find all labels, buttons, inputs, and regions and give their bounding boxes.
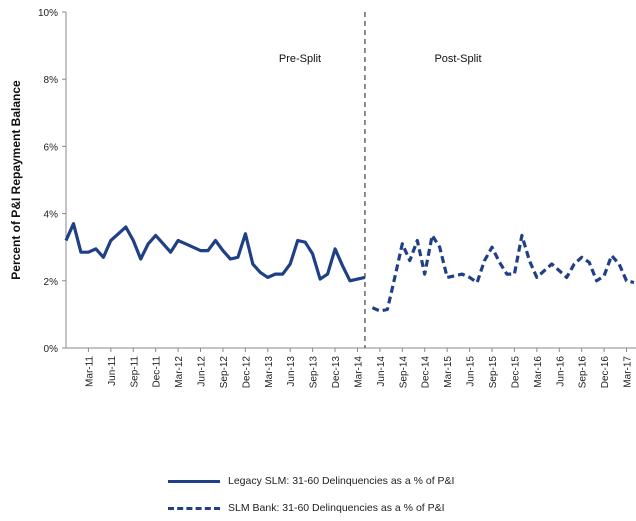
axes <box>62 11 636 352</box>
x-tick-label: Jun-15 <box>466 356 477 387</box>
x-tick-label: Sep-11 <box>129 356 140 388</box>
series-line-legacy <box>64 222 366 283</box>
x-tick-label: Dec-16 <box>600 356 611 389</box>
x-tick-label: Mar-12 <box>174 356 185 388</box>
x-tick-label: Sep-15 <box>488 356 499 389</box>
x-tick-label: Jun-13 <box>286 356 297 387</box>
legend-label-legacy: Legacy SLM: 31-60 Delinquencies as a % o… <box>228 475 455 487</box>
x-tick-label: Dec-12 <box>241 356 252 389</box>
y-tick-labels: 0% 2% 4% 6% 8% 10% <box>38 8 58 355</box>
y-tick-label: 6% <box>44 142 59 153</box>
y-tick-label: 0% <box>44 344 59 355</box>
x-tick-label: Mar-13 <box>264 356 275 388</box>
x-tick-label: Jun-12 <box>197 356 208 387</box>
x-tick-label: Mar-16 <box>533 356 544 388</box>
y-tick-label: 4% <box>44 210 59 221</box>
x-tick-label: Mar-15 <box>443 356 454 388</box>
x-tick-label: Mar-14 <box>353 356 364 388</box>
y-tick-label: 10% <box>38 8 58 19</box>
x-tick-label: Sep-12 <box>219 356 230 389</box>
series-line-bank <box>371 233 635 313</box>
x-tick-label: Dec-14 <box>421 356 432 389</box>
legend-item-bank: SLM Bank: 31-60 Delinquencies as a % of … <box>168 500 588 516</box>
y-axis-label: Percent of P&I Repayment Balance <box>9 80 23 280</box>
x-tick-label: Sep-16 <box>578 356 589 389</box>
x-tick-label: Sep-14 <box>398 356 409 389</box>
x-tick-label: Jun-14 <box>376 356 387 387</box>
x-tick-label: Mar-11 <box>84 356 95 387</box>
x-tick-label: Jun-16 <box>555 356 566 387</box>
x-tick-label: Sep-13 <box>309 356 320 389</box>
legend-label-bank: SLM Bank: 31-60 Delinquencies as a % of … <box>228 502 445 514</box>
annotation-pre-split: Pre-Split <box>279 53 321 65</box>
x-tick-label: Dec-11 <box>152 356 163 388</box>
legend-swatch-dashed <box>168 507 220 510</box>
x-tick-label: Dec-15 <box>510 356 521 389</box>
series-layer <box>64 222 635 313</box>
x-tick-label: Dec-13 <box>331 356 342 389</box>
y-tick-label: 2% <box>44 277 59 288</box>
x-tick-label: Jun-11 <box>107 356 118 386</box>
legend-swatch-solid <box>168 480 220 483</box>
y-tick-label: 8% <box>44 75 59 86</box>
legend-item-legacy: Legacy SLM: 31-60 Delinquencies as a % o… <box>168 473 588 489</box>
x-tick-label: Mar-17 <box>623 356 634 388</box>
x-tick-labels: Mar-11 Jun-11 Sep-11 Dec-11 Mar-12 Jun-12 Sep-… <box>84 356 633 389</box>
annotation-post-split: Post-Split <box>434 53 481 65</box>
